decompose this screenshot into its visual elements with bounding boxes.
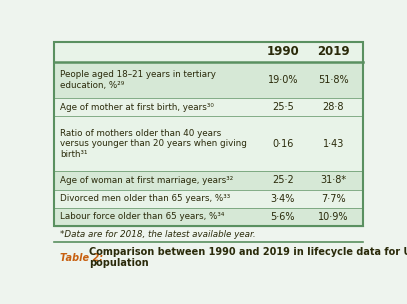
Text: 19·0%: 19·0% — [267, 75, 298, 85]
Text: *Data are for 2018, the latest available year.: *Data are for 2018, the latest available… — [60, 230, 256, 239]
Text: 3·4%: 3·4% — [271, 194, 295, 204]
Text: 5·6%: 5·6% — [271, 212, 295, 222]
Text: Divorced men older than 65 years, %³³: Divorced men older than 65 years, %³³ — [60, 194, 231, 203]
Text: 10·9%: 10·9% — [318, 212, 348, 222]
Text: Comparison between 1990 and 2019 in lifecycle data for UK
population: Comparison between 1990 and 2019 in life… — [90, 247, 407, 268]
Text: Age of woman at first marriage, years³²: Age of woman at first marriage, years³² — [60, 176, 234, 185]
Text: Age of mother at first birth, years³⁰: Age of mother at first birth, years³⁰ — [60, 103, 214, 112]
Text: 25·2: 25·2 — [272, 175, 293, 185]
Bar — [54, 189, 363, 208]
Text: Ratio of mothers older than 40 years
versus younger than 20 years when giving
bi: Ratio of mothers older than 40 years ver… — [60, 129, 247, 159]
Bar — [54, 171, 363, 189]
Text: 7·7%: 7·7% — [321, 194, 346, 204]
Text: Labour force older than 65 years, %³⁴: Labour force older than 65 years, %³⁴ — [60, 212, 225, 221]
Text: 51·8%: 51·8% — [318, 75, 348, 85]
Text: 2019: 2019 — [317, 45, 350, 58]
Text: 1990: 1990 — [266, 45, 299, 58]
Bar — [54, 61, 363, 98]
Bar — [54, 116, 363, 171]
Text: 1·43: 1·43 — [322, 139, 344, 149]
Text: 31·8*: 31·8* — [320, 175, 346, 185]
Bar — [54, 208, 363, 226]
Text: 0·16: 0·16 — [272, 139, 293, 149]
Text: Table 2:: Table 2: — [60, 253, 107, 263]
Text: 25·5: 25·5 — [272, 102, 293, 112]
Bar — [54, 98, 363, 116]
Text: 28·8: 28·8 — [322, 102, 344, 112]
Bar — [54, 42, 363, 226]
Bar — [54, 42, 363, 61]
Text: People aged 18–21 years in tertiary
education, %²⁹: People aged 18–21 years in tertiary educ… — [60, 70, 216, 89]
